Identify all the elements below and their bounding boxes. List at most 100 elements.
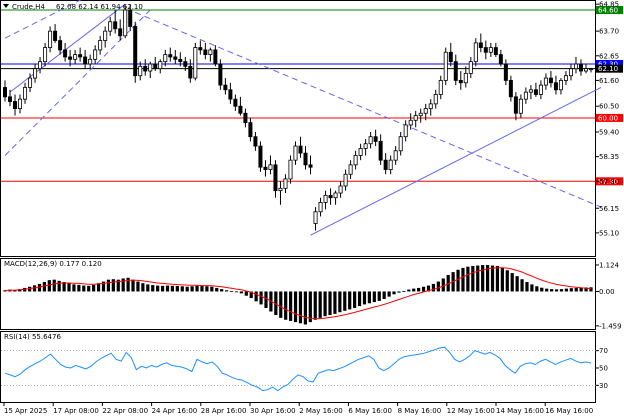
candle xyxy=(88,54,93,69)
trendline[interactable] xyxy=(4,0,195,39)
price-axis: 64.85 63.70 62.65 61.60 60.50 59.40 58.35 57.30… xyxy=(596,1,619,237)
candles xyxy=(3,4,594,231)
macd-bar xyxy=(500,267,504,292)
candle xyxy=(563,71,568,86)
macd-bar xyxy=(431,283,436,292)
level-tag xyxy=(596,59,623,68)
macd-bar xyxy=(215,287,219,292)
macd-bar xyxy=(377,291,381,301)
candle xyxy=(463,66,468,88)
candle xyxy=(33,63,38,83)
time-tick-label: 17 Apr 08:00 xyxy=(53,407,99,415)
candle xyxy=(138,61,143,81)
candle xyxy=(318,197,323,217)
macd-bar xyxy=(170,285,175,292)
candle xyxy=(143,59,148,76)
trendlines xyxy=(4,0,602,236)
candle xyxy=(408,113,413,130)
macd-bar xyxy=(362,291,367,305)
candle xyxy=(343,169,348,191)
macd-bar xyxy=(37,283,42,292)
macd-bar xyxy=(116,279,120,292)
macd-bar xyxy=(136,281,140,292)
candle xyxy=(3,80,8,102)
time-tick-label: 30 Apr 16:00 xyxy=(250,407,296,415)
trendline[interactable] xyxy=(9,3,126,93)
candle xyxy=(473,38,478,67)
macd-bar xyxy=(229,291,234,293)
macd-bar xyxy=(372,291,376,303)
macd-bar xyxy=(328,291,332,316)
macd-bar xyxy=(279,291,283,318)
candle xyxy=(253,132,258,151)
candle xyxy=(148,61,153,79)
candle xyxy=(388,155,393,175)
candle xyxy=(213,45,218,67)
macd-bar xyxy=(210,286,214,292)
macd-bar xyxy=(32,285,37,292)
candle xyxy=(48,26,53,53)
macd-axis: 1.124 0.00 -1.459 xyxy=(596,261,622,330)
candle xyxy=(113,10,118,34)
trendline[interactable] xyxy=(135,11,602,208)
candle xyxy=(513,92,518,121)
macd-bar xyxy=(52,279,56,292)
macd-title: MACD(12,26,9) 0.177 0.120 xyxy=(4,260,102,268)
macd-bar xyxy=(249,291,253,299)
candle xyxy=(38,56,43,74)
macd-bar xyxy=(175,286,179,292)
macd-bar xyxy=(126,277,130,292)
macd-bar xyxy=(485,265,490,292)
time-tick-label: 8 May 16:00 xyxy=(398,407,442,415)
macd-bar xyxy=(42,282,46,292)
candle xyxy=(8,89,13,107)
macd-bar xyxy=(471,266,475,292)
macd-bar xyxy=(387,291,391,297)
candle xyxy=(538,80,543,100)
candle xyxy=(118,19,123,41)
candle xyxy=(568,63,573,81)
price-tick-label: 57.30 xyxy=(599,178,619,186)
candle xyxy=(583,63,588,74)
candle xyxy=(338,181,343,198)
level-tag-label: 57.30 xyxy=(598,178,618,186)
rsi-line xyxy=(4,346,592,392)
macd-bar xyxy=(505,270,509,292)
macd-bar xyxy=(47,280,51,292)
price-tick-label: 56.15 xyxy=(599,205,619,213)
macd-bar xyxy=(92,284,96,292)
macd-bar xyxy=(141,283,145,292)
rsi-tick-label: 50 xyxy=(599,365,608,373)
candle xyxy=(413,110,418,128)
macd-tick-label: 0.00 xyxy=(599,288,615,296)
macd-bar xyxy=(28,286,32,292)
macd-bar xyxy=(367,291,372,304)
level-tag-label: 60.00 xyxy=(598,114,618,122)
candle xyxy=(293,141,298,165)
level-tag xyxy=(596,6,623,15)
macd-bar xyxy=(559,289,564,292)
candle xyxy=(43,42,48,67)
macd-bar xyxy=(131,279,135,292)
macd-bar xyxy=(244,291,248,296)
price-tick-label: 59.40 xyxy=(599,129,619,137)
candle xyxy=(128,4,133,32)
macd-bar xyxy=(348,291,352,310)
candle xyxy=(328,188,333,205)
candle xyxy=(578,59,583,76)
candle xyxy=(258,141,263,172)
candle xyxy=(228,82,233,104)
candle xyxy=(123,5,128,39)
candle xyxy=(173,49,178,64)
macd-tick-label: 1.124 xyxy=(599,261,620,269)
price-tick-label: 60.50 xyxy=(599,103,619,111)
macd-bar xyxy=(490,265,495,292)
time-tick-label: 28 Apr 16:00 xyxy=(201,407,247,415)
level-tag-label: 64.60 xyxy=(598,7,618,15)
candle xyxy=(433,89,438,109)
trendline[interactable] xyxy=(310,87,602,236)
candle xyxy=(443,47,448,86)
macd-bar xyxy=(589,287,593,292)
dropdown-triangle-icon[interactable] xyxy=(3,4,9,8)
